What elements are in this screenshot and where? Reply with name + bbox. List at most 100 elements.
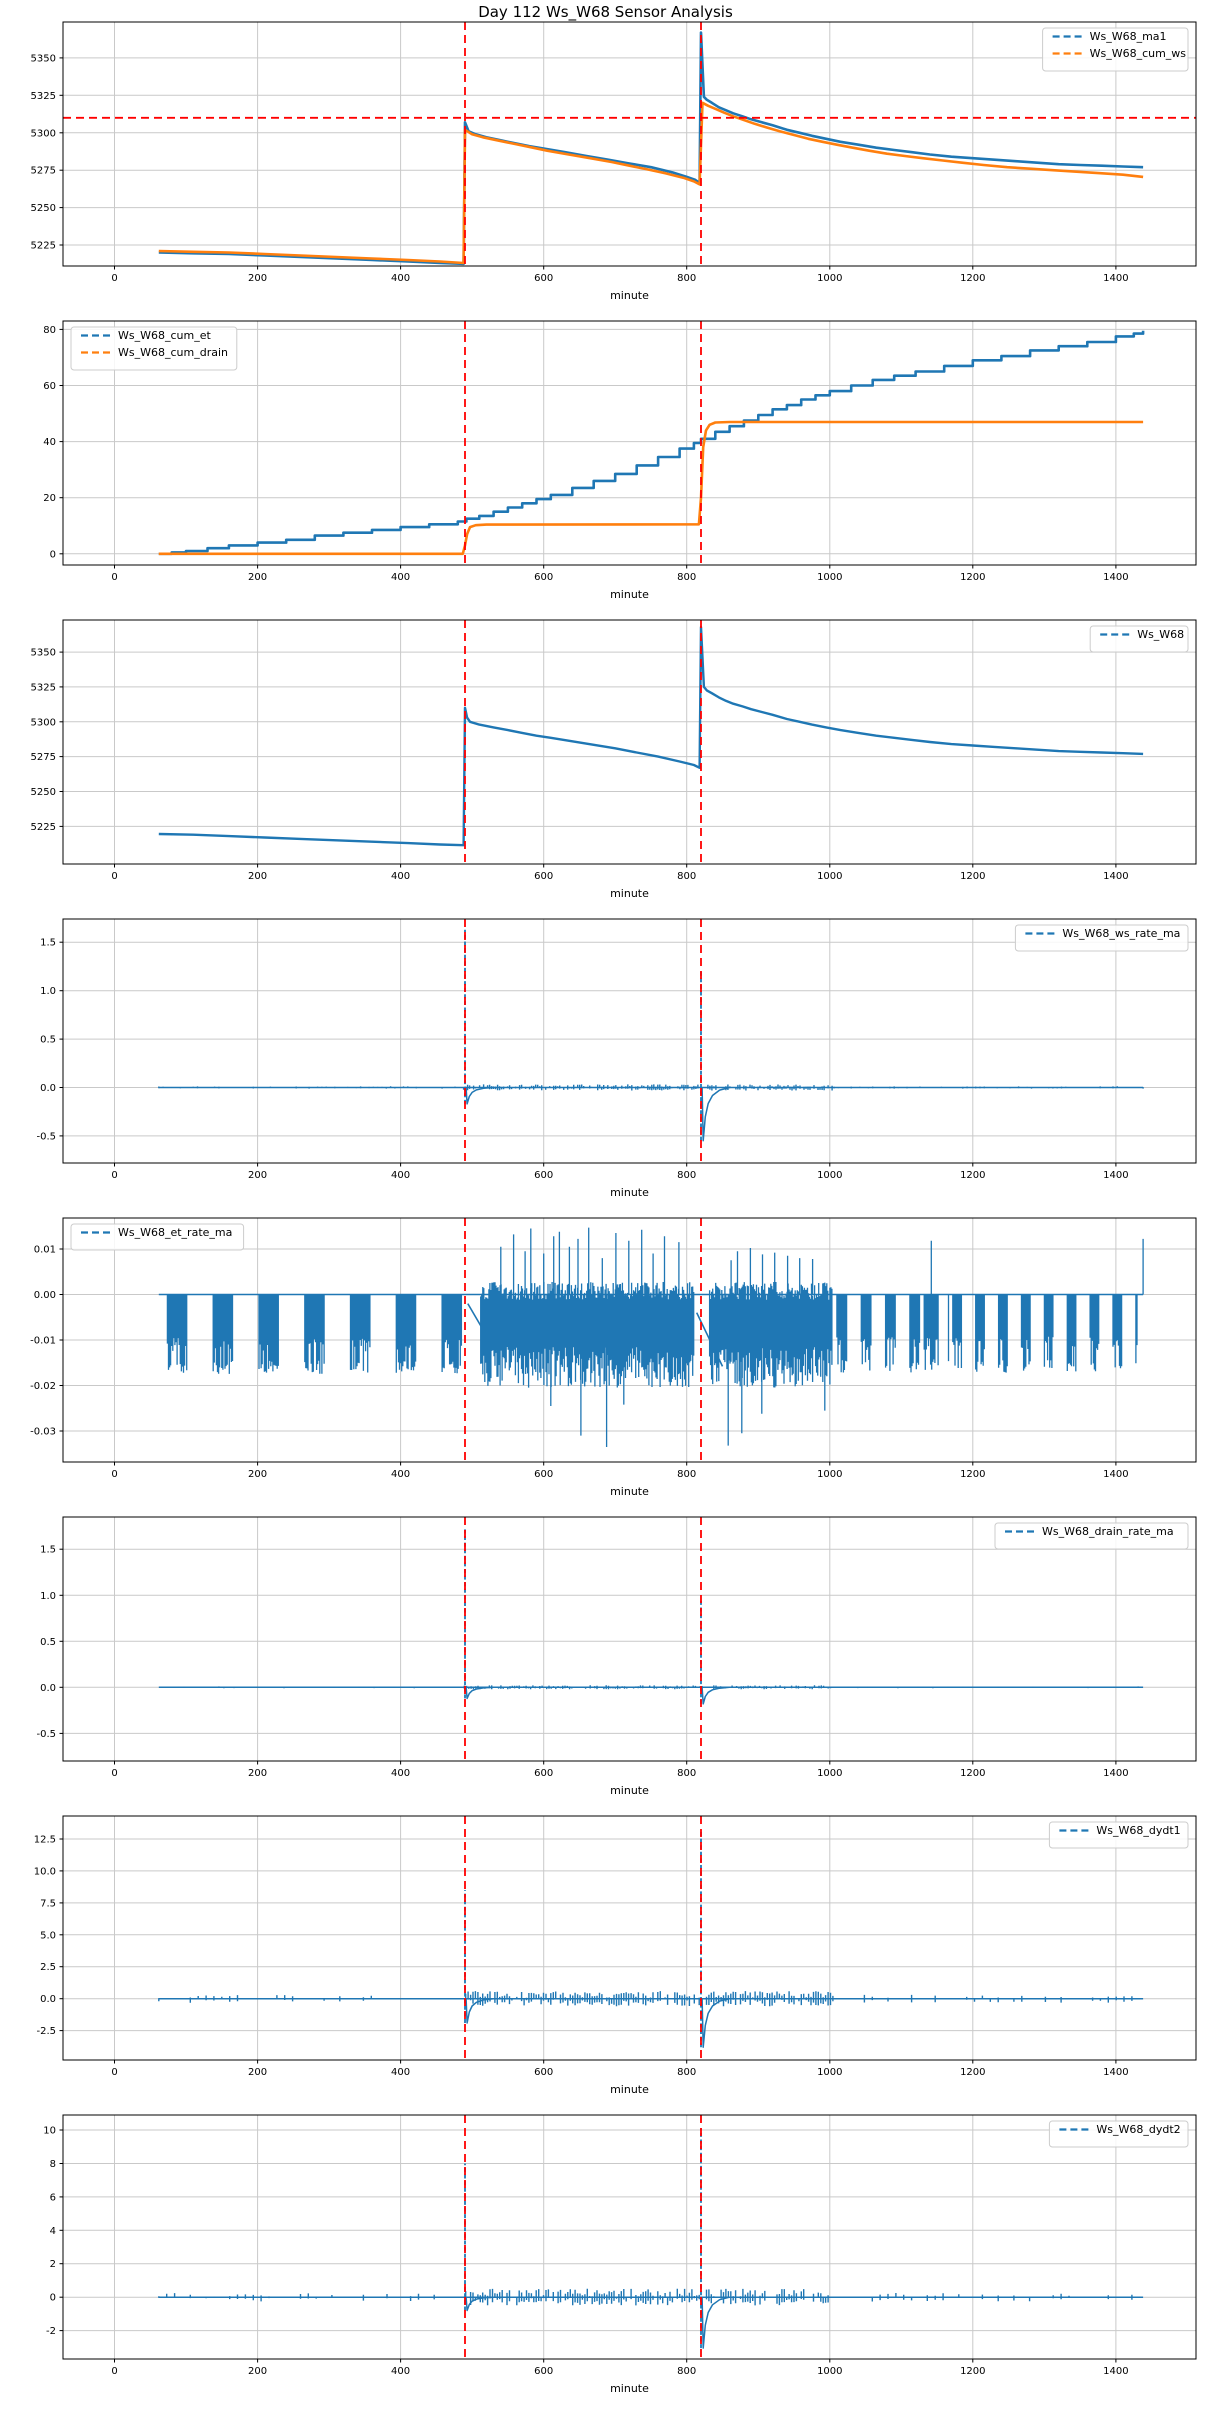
axes-frame (62, 1516, 1197, 1762)
y-tick-label: 6 (50, 2192, 56, 2203)
series-Ws_W68_ma1 (158, 31, 1144, 266)
x-tick-label: 1200 (960, 2366, 985, 2377)
x-tick-label: 200 (248, 1768, 267, 1779)
x-tick-label: 600 (534, 1170, 553, 1181)
y-tick-label: 80 (43, 325, 56, 336)
x-tick-label: 1000 (817, 572, 842, 583)
x-tick-label: 800 (677, 572, 696, 583)
x-tick-label: 200 (248, 2067, 267, 2078)
x-tick-label: 1200 (960, 1170, 985, 1181)
x-tick-label: 200 (248, 1170, 267, 1181)
subplot-7-canvas: 0 200 400 600 800 1000 1200 1400 12.5 10.0 7.5 5.0 2… (34, 1815, 1197, 2096)
x-tick-label: 1200 (960, 871, 985, 882)
x-tick-label: 1000 (817, 2067, 842, 2078)
series-Ws_W68_ws_rate_ma-recovery (701, 1086, 730, 1142)
y-tick-label: 1.5 (40, 1545, 56, 1556)
y-tick-label: 5300 (31, 128, 56, 139)
y-tick-label: 5325 (31, 91, 56, 102)
legend: Ws_W68_dydt1 (1048, 1821, 1189, 1849)
subplot-5: 0 200 400 600 800 1000 1200 1400 0.01 0.00 -0.01 -0… (0, 1210, 1211, 1509)
x-tick-label: 400 (391, 1469, 410, 1480)
y-tick-label: 7.5 (40, 1898, 56, 1909)
series-Ws_W68_et_rate_ma-segment (695, 1312, 724, 1367)
y-tick-label: -2 (46, 2326, 56, 2337)
x-tick-label: 1000 (817, 273, 842, 284)
x-tick-label: 600 (534, 1768, 553, 1779)
x-tick-label: 1200 (960, 2067, 985, 2078)
legend-box (70, 326, 238, 371)
x-tick-label: 0 (111, 2067, 117, 2078)
x-tick-label: 200 (248, 273, 267, 284)
x-tick-label: 1400 (1103, 273, 1128, 284)
axes-frame (62, 1815, 1197, 2061)
series-Ws_W68_dydt2-recovery (701, 2296, 730, 2349)
series-Ws_W68_et_rate_ma-noise (166, 1227, 1144, 1447)
y-tick-label: -0.02 (30, 1381, 56, 1392)
legend-box (1048, 1821, 1189, 1849)
x-axis-title: minute (610, 887, 649, 900)
series-Ws_W68_dydt1-noise (158, 1991, 1133, 2007)
subplot-7: 0 200 400 600 800 1000 1200 1400 12.5 10.0 7.5 5.0 2… (0, 1808, 1211, 2107)
x-tick-label: 1000 (817, 1469, 842, 1480)
x-tick-label: 1200 (960, 572, 985, 583)
subplot-2: 0 200 400 600 800 1000 1200 1400 80 60 40 20 0 minute… (0, 313, 1211, 612)
y-tick-label: 5350 (31, 53, 56, 64)
legend-box (1089, 625, 1189, 653)
x-tick-label: 600 (534, 572, 553, 583)
legend: Ws_W68_drain_rate_ma (994, 1522, 1189, 1550)
series-Ws_W68_dydt1-recovery (465, 1997, 494, 2024)
subplot-4-canvas: 0 200 400 600 800 1000 1200 1400 1.5 1.0 0.5 0.0 -0.… (36, 918, 1197, 1199)
subplot-6: 0 200 400 600 800 1000 1200 1400 1.5 1.0 0.5 0.0 -0.… (0, 1509, 1211, 1808)
series-Ws_W68_ws_rate_ma-recovery (465, 1086, 494, 1105)
y-tick-label: 0.00 (34, 1290, 56, 1301)
figure-title: Day 112 Ws_W68 Sensor Analysis (478, 3, 733, 21)
x-tick-label: 400 (391, 2067, 410, 2078)
legend: Ws_W68_et_rate_ma (70, 1223, 245, 1251)
x-tick-label: 400 (391, 871, 410, 882)
legend-label-Ws_W68_ma1: Ws_W68_ma1 (1090, 30, 1167, 43)
x-tick-label: 0 (111, 1768, 117, 1779)
y-tick-label: 5250 (31, 787, 56, 798)
series-Ws_W68_et_rate_ma-segment (467, 1303, 498, 1354)
y-tick-label: 1.0 (40, 1591, 56, 1602)
x-tick-label: 0 (111, 1469, 117, 1480)
x-tick-label: 200 (248, 1469, 267, 1480)
legend-label-Ws_W68_et_rate_ma: Ws_W68_et_rate_ma (118, 1226, 232, 1239)
x-tick-label: 600 (534, 2366, 553, 2377)
x-tick-label: 1400 (1103, 572, 1128, 583)
subplot-8-canvas: 0 200 400 600 800 1000 1200 1400 10 8 6 4 2 0 -2 minute… (43, 2114, 1197, 2395)
x-tick-label: 800 (677, 2067, 696, 2078)
x-axis-title: minute (610, 588, 649, 601)
subplot-1-canvas: 0 200 400 600 800 1000 1200 1400 5350 5325 5300 527… (31, 21, 1197, 302)
x-tick-label: 0 (111, 572, 117, 583)
x-tick-label: 200 (248, 2366, 267, 2377)
subplot-2-canvas: 0 200 400 600 800 1000 1200 1400806040200minute… (43, 320, 1197, 601)
y-tick-label: 1.5 (40, 938, 56, 949)
y-tick-label: 0.5 (40, 1035, 56, 1046)
y-tick-label: -0.5 (36, 1131, 56, 1142)
x-tick-label: 0 (111, 273, 117, 284)
subplot-8: 0 200 400 600 800 1000 1200 1400 10 8 6 4 2 0 -2 minute… (0, 2107, 1211, 2406)
x-tick-label: 400 (391, 572, 410, 583)
y-tick-label: -0.01 (30, 1336, 56, 1347)
series-Ws_W68_dydt2-recovery (465, 2296, 494, 2312)
x-tick-label: 1400 (1103, 1768, 1128, 1779)
y-tick-label: 5250 (31, 203, 56, 214)
x-axis-title: minute (610, 2083, 649, 2096)
x-tick-label: 1200 (960, 1469, 985, 1480)
y-tick-label: 5350 (31, 648, 56, 659)
x-tick-label: 1200 (960, 1768, 985, 1779)
y-tick-label: 0 (50, 549, 56, 560)
x-tick-label: 0 (111, 1170, 117, 1181)
x-tick-label: 0 (111, 871, 117, 882)
legend: Ws_W68_ma1 Ws_W68_cum_ws (1042, 27, 1189, 72)
x-axis-title: minute (610, 1186, 649, 1199)
x-tick-label: 400 (391, 1768, 410, 1779)
x-tick-label: 1200 (960, 273, 985, 284)
y-tick-label: -2.5 (36, 2026, 56, 2037)
y-tick-label: -0.03 (30, 1427, 56, 1438)
y-tick-label: 2 (50, 2259, 56, 2270)
x-tick-label: 1000 (817, 2366, 842, 2377)
series-Ws_W68_cum_et (158, 330, 1145, 556)
